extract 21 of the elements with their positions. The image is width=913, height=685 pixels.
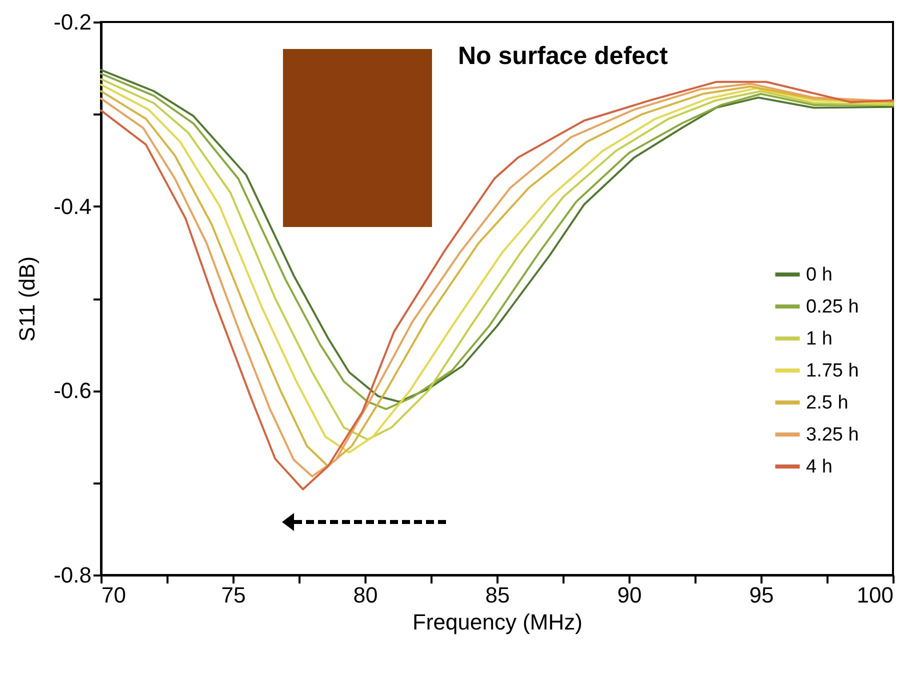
x-axis-title: Frequency (MHz) <box>412 610 582 634</box>
x-tick-label: 90 <box>617 582 642 608</box>
x-tick-label: 100 <box>856 582 894 608</box>
y-axis-title: S11 (dB) <box>14 256 40 342</box>
legend-label: 2.5 h <box>806 392 848 414</box>
x-tick-label: 95 <box>749 582 774 608</box>
x-tick-label: 85 <box>485 582 510 608</box>
x-tick-label: 80 <box>353 582 378 608</box>
legend-label: 0 h <box>806 264 832 286</box>
y-tick-label: -0.2 <box>54 10 92 34</box>
annotation: No surface defect <box>458 42 668 71</box>
y-tick-label: -0.6 <box>54 378 92 404</box>
legend-label: 3.25 h <box>806 424 859 446</box>
legend-label: 4 h <box>806 456 832 478</box>
y-tick-label: -0.4 <box>54 194 92 219</box>
x-tick-label: 70 <box>102 582 126 608</box>
legend-label: 1 h <box>806 328 832 350</box>
legend-label: 0.25 h <box>806 296 859 318</box>
legend-label: 1.75 h <box>806 360 859 382</box>
x-tick-label: 75 <box>221 582 246 608</box>
y-tick-label: -0.8 <box>54 562 92 588</box>
